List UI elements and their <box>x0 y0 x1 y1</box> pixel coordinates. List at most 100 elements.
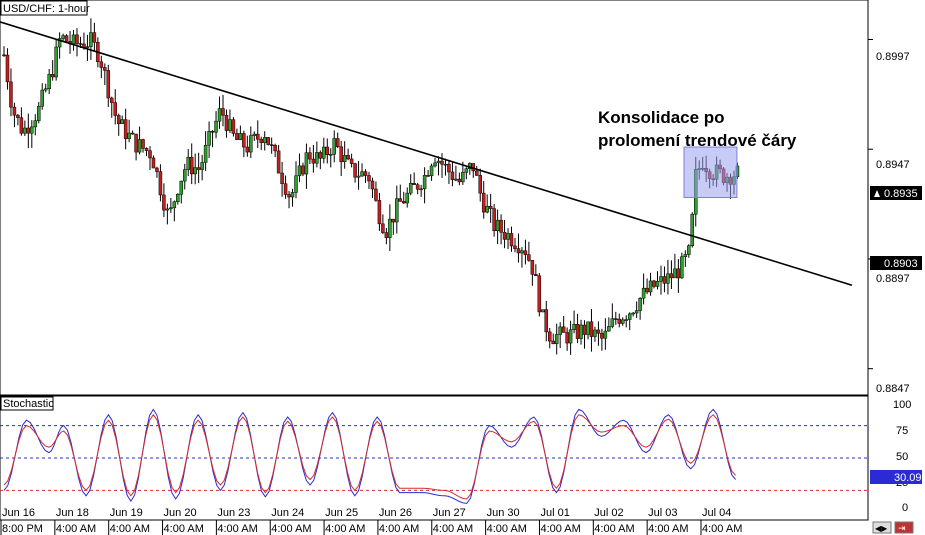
candle-body <box>179 180 184 195</box>
candle-body <box>422 175 427 190</box>
candle-body <box>301 165 305 175</box>
candles-group <box>2 18 740 355</box>
candle-body <box>144 148 149 151</box>
candle-body <box>217 108 222 122</box>
candle-body <box>89 32 93 47</box>
chart-title: USD/CHF: 1-hour <box>3 3 90 15</box>
candle-body <box>200 162 204 170</box>
time-tick-label: 4:00 AM <box>702 523 742 535</box>
candle-body <box>495 219 500 232</box>
candle-body <box>575 324 580 339</box>
candle-body <box>690 213 695 246</box>
candle-body <box>527 254 531 261</box>
candle-body <box>492 208 496 232</box>
candle-body <box>374 188 378 201</box>
date-tick-label: Jul 02 <box>594 507 623 519</box>
candle-body <box>176 193 180 202</box>
date-tick-label: Jun 26 <box>379 507 412 519</box>
time-tick-label: 4:00 AM <box>540 523 580 535</box>
candle-body <box>554 334 559 345</box>
candle-body <box>290 192 295 198</box>
zoom-control[interactable] <box>872 521 892 534</box>
candle-body <box>5 54 10 83</box>
candle-body <box>297 165 302 177</box>
candle-body <box>457 178 462 183</box>
candle-body <box>687 245 691 255</box>
candle-body <box>193 167 197 175</box>
candle-body <box>353 163 357 178</box>
candle-body <box>485 205 489 213</box>
candle-body <box>137 139 142 153</box>
level-badge <box>870 256 922 270</box>
candle-body <box>183 169 187 182</box>
candle-body <box>47 74 51 90</box>
candle-body <box>655 281 660 287</box>
candle-body <box>57 38 62 48</box>
date-tick-label: Jul 03 <box>648 507 677 519</box>
scroll-icon: ◀▶ <box>875 524 888 533</box>
stochastic-lines <box>3 408 736 504</box>
candle-body <box>294 175 298 193</box>
scroll-to-end-button[interactable] <box>894 521 914 534</box>
candle-body <box>276 150 281 174</box>
candle-body <box>603 330 608 339</box>
candle-body <box>16 114 20 118</box>
candle-body <box>680 256 684 279</box>
stoch-tick-label: 0 <box>902 502 908 514</box>
candle-body <box>75 34 79 44</box>
candle-body <box>614 318 618 320</box>
candle-body <box>224 114 229 131</box>
date-tick-label: Jun 16 <box>2 507 35 519</box>
date-tick-label: Jun 20 <box>164 507 197 519</box>
time-tick-label: 4:00 AM <box>110 523 150 535</box>
candle-body <box>123 119 128 139</box>
date-tick-label: Jun 23 <box>217 507 250 519</box>
candle-body <box>308 152 312 160</box>
date-tick-label: Jun 30 <box>487 507 520 519</box>
candle-body <box>37 105 41 121</box>
candle-body <box>461 172 465 183</box>
candle-body <box>50 74 55 78</box>
candle-body <box>30 126 34 134</box>
candle-body <box>572 324 576 330</box>
candle-body <box>447 163 451 173</box>
candle-body <box>325 146 330 155</box>
candle-body <box>523 250 528 255</box>
candle-body <box>172 201 177 209</box>
time-tick-label: 4:00 AM <box>379 523 419 535</box>
candle-body <box>127 132 131 139</box>
candle-body <box>61 35 65 39</box>
candle-body <box>402 201 406 204</box>
candle-body <box>360 171 364 177</box>
candle-body <box>304 152 309 175</box>
price-axis: 0.8997 0.8947 0.8897 0.8847 <box>868 39 910 395</box>
candle-body <box>534 274 538 277</box>
stochastic-title: Stochastic <box>3 398 54 410</box>
candle-body <box>600 333 604 339</box>
candle-body <box>464 168 469 173</box>
candle-body <box>235 133 239 140</box>
candle-body <box>196 167 201 170</box>
candle-body <box>162 194 166 211</box>
candle-body <box>450 171 455 180</box>
candle-body <box>169 207 173 210</box>
candle-body <box>436 160 441 164</box>
candle-body <box>203 144 208 163</box>
time-tick-label: 4:00 AM <box>164 523 204 535</box>
stoch-tick-label: 50 <box>896 451 908 463</box>
price-tick-label: 0.8997 <box>876 51 910 63</box>
price-tick-label: 0.8947 <box>876 159 910 171</box>
candle-body <box>645 287 649 293</box>
candle-body <box>579 324 583 339</box>
candle-body <box>415 184 420 190</box>
candle-body <box>488 205 493 209</box>
candle-body <box>287 194 291 198</box>
candle-body <box>541 309 545 313</box>
candle-body <box>33 120 38 128</box>
candle-body <box>377 200 382 225</box>
stoch-tick-label: 100 <box>893 399 911 411</box>
date-tick-label: Jun 24 <box>271 507 304 519</box>
candle-body <box>252 133 257 136</box>
candle-body <box>506 233 510 240</box>
candle-body <box>673 268 677 279</box>
